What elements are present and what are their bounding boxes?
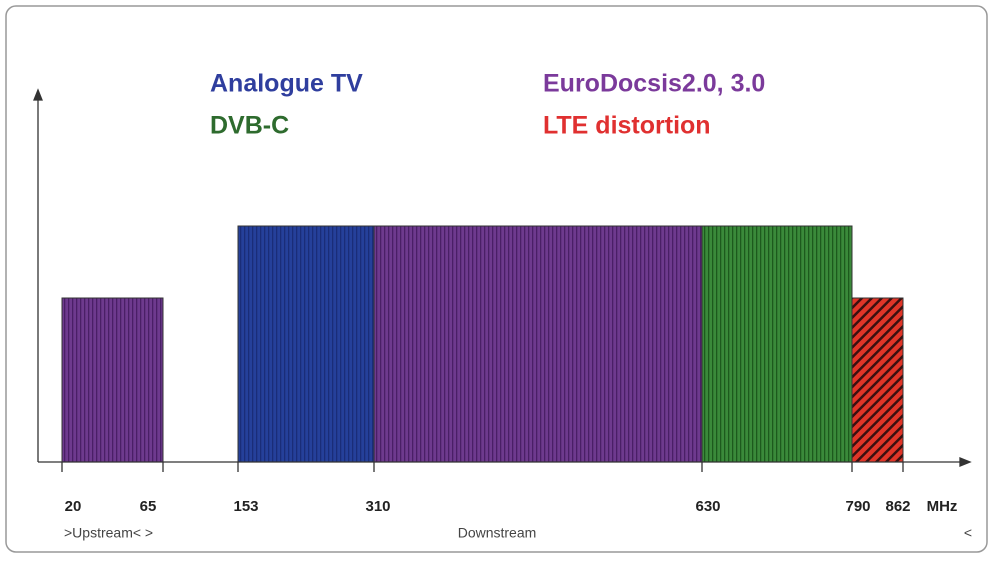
legend-label: DVB-C bbox=[210, 112, 289, 140]
tick-label: 862 bbox=[885, 498, 910, 515]
blocks bbox=[61, 225, 904, 463]
legend: Analogue TV DVB-C EuroDocsis2.0, 3.0 LTE… bbox=[210, 70, 765, 140]
legend-label: LTE distortion bbox=[543, 112, 711, 140]
arrow bbox=[33, 88, 43, 101]
legend-label: Analogue TV bbox=[210, 70, 363, 98]
tick-label: 790 bbox=[845, 498, 870, 515]
tick-label: 65 bbox=[140, 498, 157, 515]
axes bbox=[33, 88, 972, 472]
band-label: >Upstream< > bbox=[64, 525, 153, 541]
band-label: < bbox=[964, 525, 972, 541]
docsis-block bbox=[373, 225, 703, 463]
tick-labels: 20 65 153 310 630 790 862 MHz bbox=[65, 498, 958, 515]
tick-label: 20 bbox=[65, 498, 82, 515]
lte-block bbox=[851, 297, 904, 463]
upstream-block bbox=[61, 297, 164, 463]
analogue-block bbox=[237, 225, 375, 463]
band-label: Downstream bbox=[458, 525, 537, 541]
tick-label: 630 bbox=[695, 498, 720, 515]
unit-label: MHz bbox=[927, 498, 958, 515]
arrow bbox=[959, 457, 972, 467]
tick-label: 153 bbox=[233, 498, 258, 515]
tick-label: 310 bbox=[365, 498, 390, 515]
legend-label: EuroDocsis2.0, 3.0 bbox=[543, 70, 765, 98]
dvbc-block bbox=[701, 225, 853, 463]
